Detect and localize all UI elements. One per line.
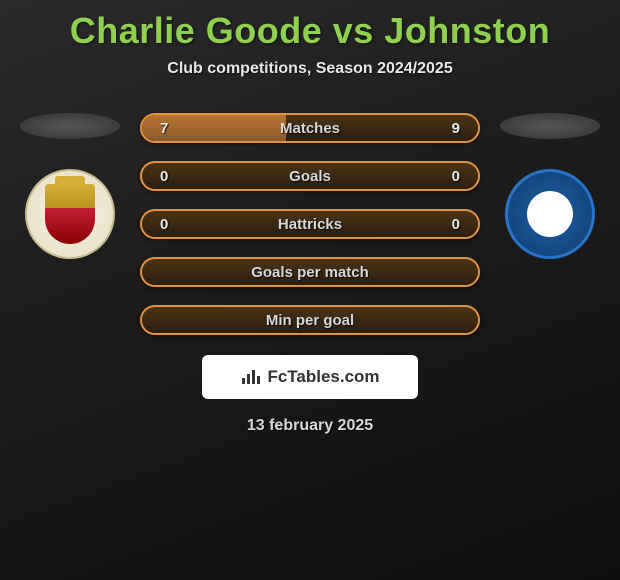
stat-label: Goals bbox=[289, 168, 331, 185]
stat-bar-hattricks: 0 Hattricks 0 bbox=[140, 209, 480, 239]
stat-label: Matches bbox=[280, 120, 340, 137]
brand-badge[interactable]: FcTables.com bbox=[202, 355, 418, 399]
left-crest-shield-icon bbox=[45, 184, 95, 244]
page-title: Charlie Goode vs Johnston bbox=[0, 10, 620, 52]
stats-column: 7 Matches 9 0 Goals 0 0 Hattricks 0 Goal… bbox=[140, 113, 480, 335]
stat-left-value: 0 bbox=[160, 216, 168, 233]
stat-left-value: 0 bbox=[160, 168, 168, 185]
right-club-crest bbox=[505, 169, 595, 259]
stat-label: Goals per match bbox=[251, 264, 369, 281]
stat-bar-goals: 0 Goals 0 bbox=[140, 161, 480, 191]
stat-bar-min-per-goal: Min per goal bbox=[140, 305, 480, 335]
stat-bar-matches: 7 Matches 9 bbox=[140, 113, 480, 143]
brand-text: FcTables.com bbox=[267, 367, 379, 387]
right-player-pill bbox=[500, 113, 600, 139]
stat-left-value: 7 bbox=[160, 120, 168, 137]
stat-right-value: 9 bbox=[452, 120, 460, 137]
stat-label: Hattricks bbox=[278, 216, 342, 233]
right-player-col bbox=[500, 113, 600, 259]
left-club-crest bbox=[25, 169, 115, 259]
left-player-col bbox=[20, 113, 120, 259]
date-text: 13 february 2025 bbox=[0, 417, 620, 435]
bar-chart-icon bbox=[240, 368, 262, 386]
stat-bar-goals-per-match: Goals per match bbox=[140, 257, 480, 287]
left-player-pill bbox=[20, 113, 120, 139]
main-row: 7 Matches 9 0 Goals 0 0 Hattricks 0 Goal… bbox=[0, 113, 620, 335]
stat-right-value: 0 bbox=[452, 216, 460, 233]
stat-right-value: 0 bbox=[452, 168, 460, 185]
comparison-card: Charlie Goode vs Johnston Club competiti… bbox=[0, 0, 620, 435]
stat-label: Min per goal bbox=[266, 312, 354, 329]
subtitle: Club competitions, Season 2024/2025 bbox=[0, 60, 620, 78]
right-crest-badge-icon bbox=[527, 191, 573, 237]
